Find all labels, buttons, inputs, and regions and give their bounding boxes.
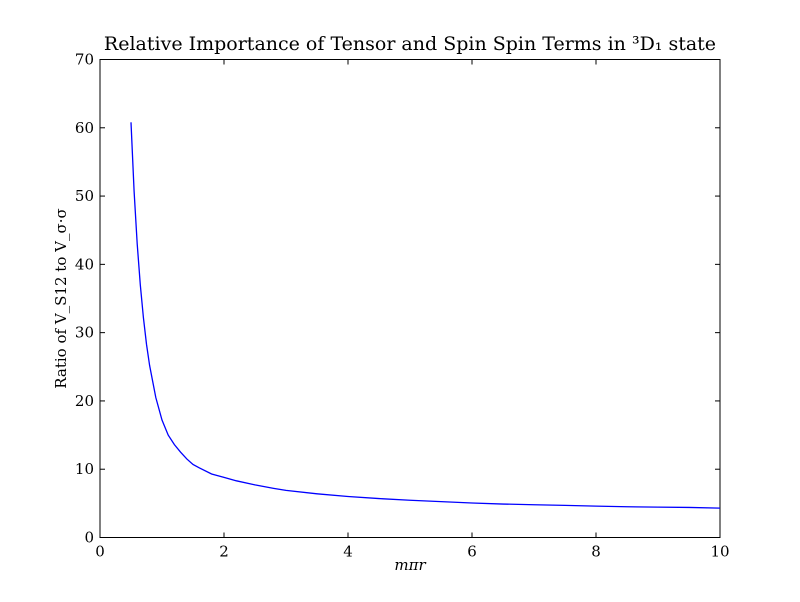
x-tick-label: 10 <box>710 543 729 561</box>
axis-ticks: 0 2 4 6 8 10 0 10 20 30 40 50 60 70 <box>75 51 730 561</box>
plot-frame <box>99 59 721 538</box>
y-tick-label: 50 <box>75 187 94 205</box>
y-tick-label: 0 <box>84 529 94 547</box>
x-tick-label: 6 <box>467 543 477 561</box>
y-tick-label: 20 <box>75 392 94 410</box>
y-tick-label: 30 <box>75 324 94 342</box>
series-layer <box>130 122 721 509</box>
x-tick-label: 2 <box>219 543 229 561</box>
y-axis-label: Ratio of V_S12 to V_σ·σ <box>52 208 70 388</box>
y-tick-label: 70 <box>75 51 94 69</box>
x-axis-label: mπr <box>394 556 426 574</box>
series-line <box>130 122 721 509</box>
y-tick-label: 60 <box>75 119 94 137</box>
x-tick-label: 0 <box>95 543 105 561</box>
x-tick-label: 4 <box>343 543 353 561</box>
y-tick-label: 40 <box>75 255 94 273</box>
chart-title: Relative Importance of Tensor and Spin S… <box>104 33 716 55</box>
x-tick-label: 8 <box>591 543 601 561</box>
y-tick-label: 10 <box>75 460 94 478</box>
